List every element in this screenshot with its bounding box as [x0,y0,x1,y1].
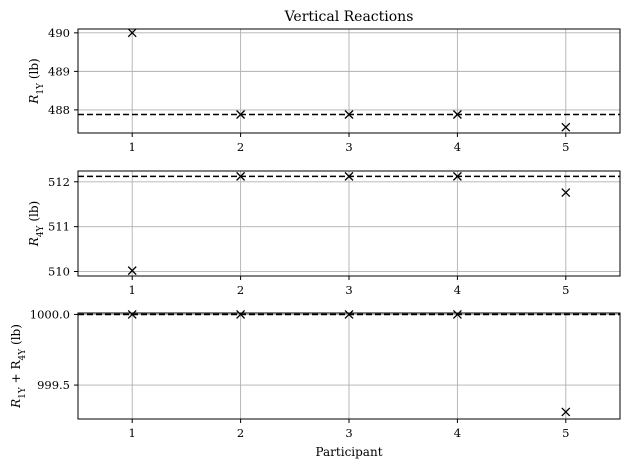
y-tick-label: 488 [48,103,70,117]
y-tick-label: 999.5 [37,378,70,392]
data-point [127,309,137,319]
data-point [561,122,571,132]
y-axis-label: R1Y (lb) [27,58,46,104]
data-point [127,28,137,38]
y-tick-label: 490 [48,26,70,40]
marker-stroke [344,110,354,119]
x-tick-label: 2 [237,140,244,154]
data-point [561,188,571,197]
marker-stroke [344,171,354,181]
data-point [127,266,137,276]
y-tick-label: 1000.0 [30,307,70,321]
marker-stroke [344,309,354,319]
marker-stroke [561,188,571,197]
y-axis-label: R1Y + R4Y (lb) [9,324,28,409]
marker-stroke [127,309,137,319]
marker-stroke [452,110,462,119]
x-tick-label: 5 [562,140,569,154]
y-tick-label: 511 [48,220,70,234]
x-tick-label: 3 [345,426,352,440]
chart-title: Vertical Reactions [284,9,414,25]
x-tick-label: 2 [237,426,244,440]
x-tick-label: 2 [237,283,244,297]
data-point [236,110,246,119]
marker-stroke [236,110,246,119]
marker-stroke [236,309,246,319]
x-tick-label: 1 [129,140,136,154]
data-point [452,309,462,319]
marker-stroke [561,407,571,417]
marker-stroke [561,122,571,132]
data-point [452,171,462,181]
y-tick-label: 512 [48,175,70,189]
x-tick-label: 4 [454,283,461,297]
x-tick-label: 4 [454,140,461,154]
x-tick-label: 3 [345,140,352,154]
x-tick-label: 5 [562,283,569,297]
x-tick-label: 4 [454,426,461,440]
x-axis-label: Participant [315,445,382,459]
data-point [344,110,354,119]
marker-stroke [236,171,246,181]
y-tick-label: 489 [48,64,70,78]
data-point [344,171,354,181]
x-tick-label: 5 [562,426,569,440]
y-tick-label: 510 [48,265,70,279]
data-point [452,110,462,119]
marker-stroke [452,309,462,319]
x-tick-label: 1 [129,426,136,440]
data-point [344,309,354,319]
marker-stroke [127,266,137,276]
data-point [236,171,246,181]
data-point [561,407,571,417]
marker-stroke [452,171,462,181]
marker-stroke [127,28,137,38]
y-axis-label: R4Y (lb) [27,201,46,247]
x-tick-label: 3 [345,283,352,297]
data-point [236,309,246,319]
x-tick-label: 1 [129,283,136,297]
